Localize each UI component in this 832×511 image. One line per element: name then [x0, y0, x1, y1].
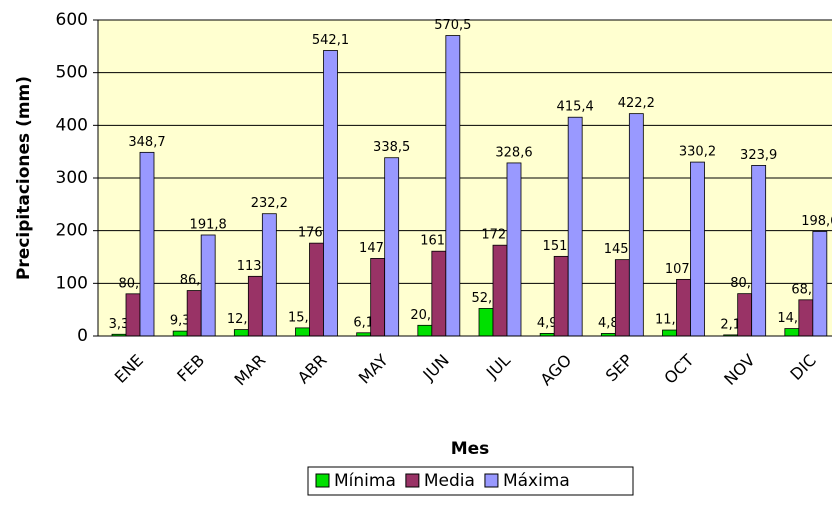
- bar: [370, 258, 386, 337]
- x-tick-label: NOV: [720, 351, 758, 389]
- legend-swatch: [405, 473, 420, 488]
- bar: [492, 244, 508, 337]
- value-label: 9,3: [170, 314, 191, 329]
- bar: [553, 255, 569, 337]
- bar: [186, 290, 202, 337]
- value-label: 198,6: [801, 214, 832, 229]
- bar: [233, 329, 249, 337]
- bar: [261, 213, 277, 337]
- bar: [247, 275, 263, 337]
- value-label: 338,5: [373, 140, 410, 155]
- bar: [628, 113, 644, 337]
- bar: [676, 278, 691, 337]
- y-tick-label: 300: [56, 168, 88, 188]
- x-tick-label: ABR: [294, 351, 331, 388]
- value-label: 4,8: [598, 316, 619, 331]
- bar: [384, 157, 400, 337]
- value-label: 328,6: [495, 145, 532, 160]
- bar: [737, 293, 753, 337]
- bar: [323, 50, 338, 337]
- value-label: 4,9: [537, 316, 558, 331]
- y-tick-label: 500: [56, 63, 88, 83]
- legend-label: Mínima: [334, 471, 396, 491]
- bar: [417, 324, 433, 337]
- x-axis-title: Mes: [451, 439, 490, 459]
- bar: [690, 161, 705, 337]
- bar: [309, 242, 324, 337]
- bar: [295, 327, 310, 337]
- y-tick-label: 100: [56, 273, 88, 293]
- value-label: 415,4: [557, 100, 594, 115]
- legend-swatch: [484, 473, 499, 488]
- value-label: 422,2: [618, 96, 655, 111]
- x-tick-label: ENE: [111, 351, 147, 387]
- y-tick-label: 0: [77, 326, 88, 346]
- value-label: 330,2: [679, 145, 716, 160]
- bar: [431, 250, 447, 337]
- y-axis-title: Precipitaciones (mm): [14, 76, 34, 280]
- bar: [200, 234, 216, 337]
- x-tick-label: MAR: [231, 351, 270, 390]
- bar: [784, 328, 800, 337]
- value-label: 191,8: [190, 217, 227, 232]
- legend-swatch: [315, 473, 330, 488]
- x-tick-label: JUL: [482, 351, 514, 383]
- bar: [812, 231, 828, 337]
- legend-label: Máxima: [503, 471, 570, 491]
- bar: [478, 308, 494, 337]
- bar: [445, 35, 461, 337]
- y-tick-label: 400: [56, 115, 88, 135]
- value-label: 232,2: [251, 196, 288, 211]
- y-tick-label: 200: [56, 221, 88, 241]
- value-label: 3,3: [109, 317, 130, 332]
- x-tick-label: MAY: [355, 350, 392, 387]
- y-tick-label: 600: [56, 10, 88, 30]
- x-tick-label: AGO: [537, 351, 576, 390]
- bar: [172, 330, 188, 337]
- value-label: 2,1: [720, 317, 741, 332]
- value-label: 323,9: [740, 148, 777, 163]
- x-tick-label: JUN: [419, 351, 453, 385]
- bar: [506, 162, 522, 337]
- bar: [614, 259, 630, 337]
- value-label: 348,7: [128, 135, 165, 150]
- legend-label: Media: [424, 471, 475, 491]
- bar: [798, 299, 814, 337]
- bar: [751, 165, 767, 337]
- bar: [139, 151, 155, 337]
- value-label: 542,1: [312, 33, 349, 48]
- x-tick-label: SEP: [602, 350, 637, 385]
- bar: [567, 116, 583, 337]
- x-tick-label: DIC: [786, 351, 819, 384]
- bar: [662, 329, 677, 337]
- value-label: 570,5: [434, 18, 471, 33]
- x-tick-label: OCT: [660, 350, 697, 387]
- bar: [125, 293, 141, 337]
- legend-box: [307, 466, 634, 496]
- x-tick-label: FEB: [173, 351, 208, 386]
- value-label: 6,1: [353, 315, 374, 330]
